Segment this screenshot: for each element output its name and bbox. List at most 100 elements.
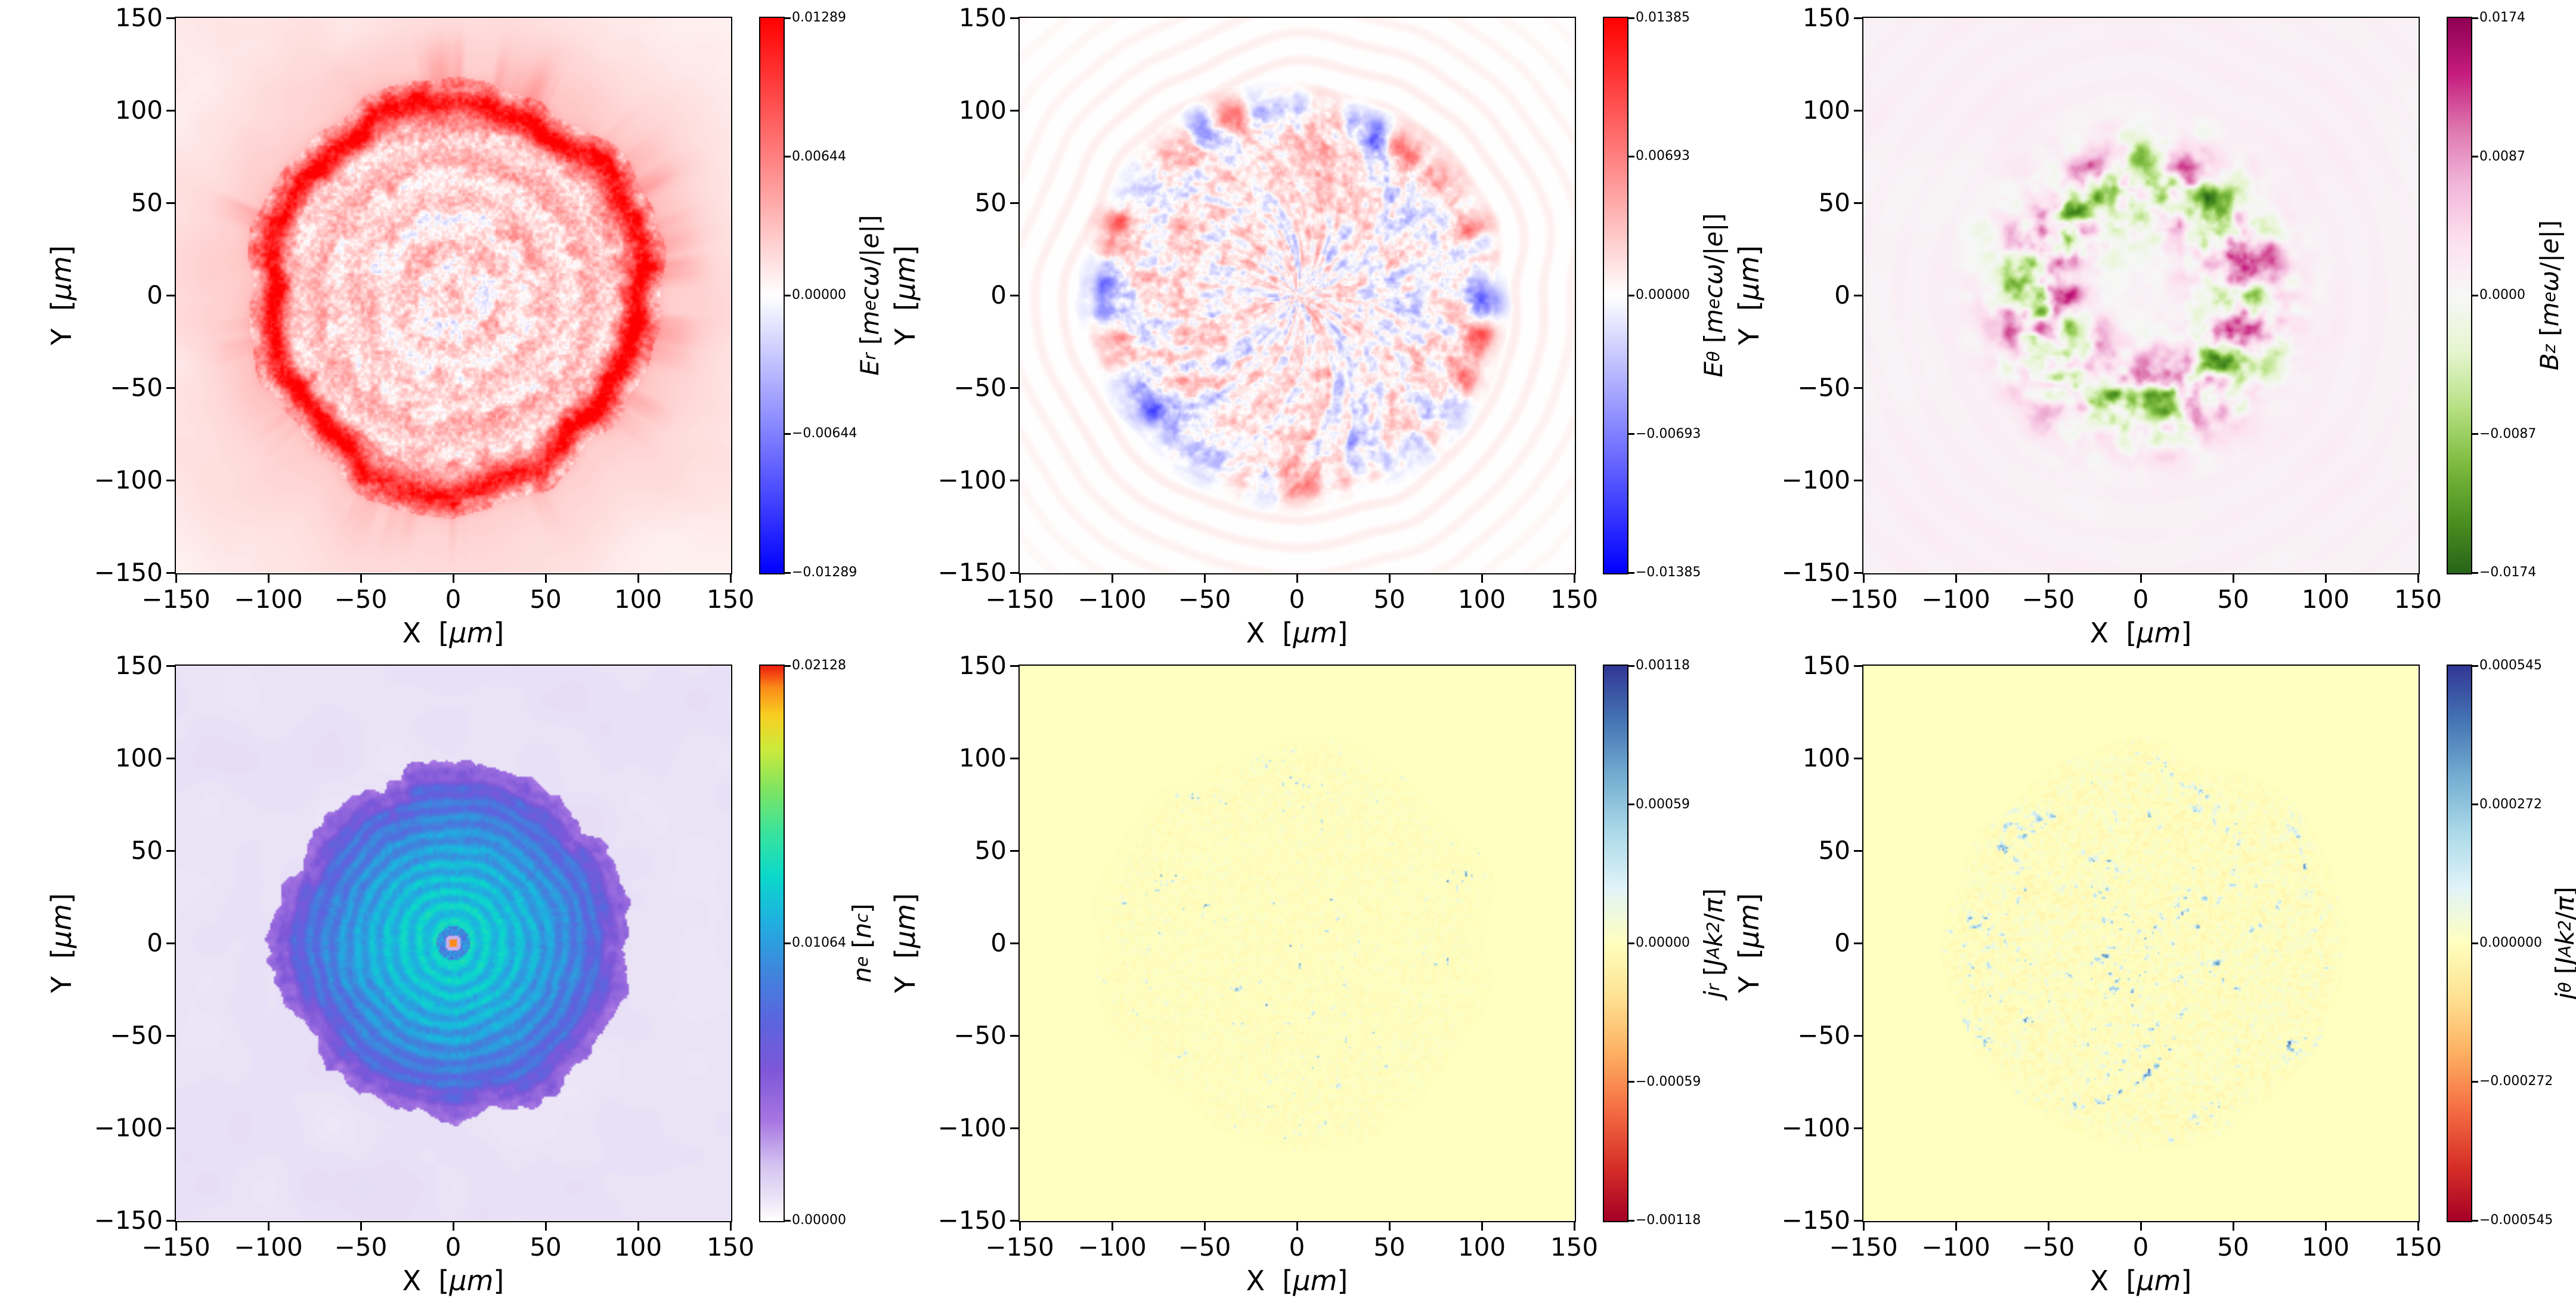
label-token: [ [854, 335, 884, 353]
heatmap-Bz [1863, 17, 2418, 573]
x-axis-label: X [μm] [1148, 618, 1446, 648]
x-tick-mark [2140, 574, 2142, 583]
colorbar-tick-label: 0.0000 [2479, 288, 2525, 302]
x-tick-label: 150 [706, 585, 755, 614]
y-tick-mark [166, 202, 175, 204]
colorbar-tick-mark [2472, 294, 2478, 296]
label-token: E [854, 360, 884, 376]
label-token: e [852, 956, 872, 967]
colorbar-tick-label: 0.00000 [1636, 288, 1690, 302]
x-tick-label: −100 [234, 1232, 303, 1262]
label-token: μm [889, 256, 921, 301]
colorbar-ne [759, 664, 785, 1222]
y-tick-label: −100 [1781, 1113, 1850, 1142]
label-token: μm [45, 904, 78, 948]
label-token: [ [1698, 333, 1728, 351]
x-tick-label: 100 [614, 585, 662, 614]
y-tick-label: 50 [974, 836, 1007, 865]
y-tick-mark [1010, 757, 1018, 759]
x-tick-mark [175, 574, 177, 583]
x-tick-mark [1203, 1222, 1206, 1231]
colorbar-tick-mark [1628, 1081, 1634, 1083]
label-token: π [1698, 898, 1728, 913]
colorbar-tick-mark [2472, 156, 2478, 157]
label-token: μm [45, 256, 78, 301]
label-token: μm [449, 1265, 494, 1297]
y-tick-label: 150 [114, 651, 163, 680]
x-tick-mark [175, 1222, 177, 1231]
colorbar-tick-mark [785, 665, 791, 667]
y-tick-mark [166, 294, 175, 296]
x-axis-label: X [μm] [304, 1266, 602, 1296]
x-tick-mark [729, 1222, 732, 1231]
plot-area-Bz [1862, 16, 2420, 574]
label-token: n [847, 922, 877, 939]
label-token: e [1703, 298, 1723, 309]
x-tick-label: −150 [1829, 585, 1898, 614]
label-token: r [859, 353, 880, 360]
x-tick-label: 100 [2301, 1232, 2350, 1262]
colorbar-tick-mark [1628, 803, 1634, 805]
y-tick-mark [1853, 109, 1862, 112]
label-token: ] [493, 617, 504, 649]
y-tick-mark [1010, 479, 1018, 481]
x-tick-label: 0 [445, 1232, 462, 1262]
label-token: ] [1733, 893, 1765, 904]
x-tick-label: −150 [985, 585, 1054, 614]
plot-area-jr [1018, 664, 1576, 1222]
colorbar-tick-label: −0.00693 [1636, 426, 1701, 441]
label-token: ] [493, 1265, 504, 1297]
label-token: e [1698, 231, 1728, 247]
x-tick-label: 50 [2217, 585, 2249, 614]
y-tick-mark [1853, 202, 1862, 204]
label-token: ] [2181, 617, 2192, 649]
x-tick-mark [2232, 574, 2234, 583]
y-tick-label: 100 [1802, 95, 1850, 125]
colorbar-tick-label: 0.00000 [792, 288, 846, 302]
colorbar-tick-label: 0.00644 [792, 149, 846, 164]
label-token: /| [854, 248, 884, 265]
x-tick-label: −50 [1178, 1232, 1231, 1262]
colorbar-jtheta [2447, 664, 2472, 1222]
y-axis-label: Y [μm] [1733, 18, 1765, 573]
colorbar-tick-mark [785, 571, 791, 574]
x-tick-label: 0 [2132, 585, 2149, 614]
y-tick-mark [1010, 1127, 1018, 1129]
x-tick-mark [1481, 574, 1483, 583]
x-tick-label: 100 [1457, 1232, 1506, 1262]
y-tick-mark [166, 109, 175, 112]
x-tick-label: 0 [1289, 1232, 1305, 1262]
x-tick-mark [1296, 574, 1298, 583]
colorbar-tick-mark [785, 942, 791, 944]
y-tick-label: −50 [953, 373, 1007, 402]
colorbar-tick-mark [785, 294, 791, 296]
label-token: e [854, 233, 884, 249]
y-tick-mark [166, 17, 175, 19]
label-token: / [1698, 913, 1728, 922]
y-tick-mark [1853, 942, 1862, 944]
x-tick-label: 0 [2132, 1232, 2149, 1262]
label-token: ] [2550, 886, 2576, 896]
label-token: μm [1293, 617, 1337, 649]
colorbar-tick-mark [1628, 942, 1634, 944]
y-tick-mark [1853, 294, 1862, 296]
label-token: cω [854, 265, 884, 301]
colorbar-tick-label: 0.000272 [2479, 796, 2542, 812]
x-tick-mark [2047, 574, 2049, 583]
label-token: [ [847, 938, 877, 957]
y-tick-label: 150 [958, 3, 1007, 32]
y-tick-label: 50 [1818, 188, 1850, 217]
y-tick-label: 150 [114, 3, 163, 32]
x-tick-mark [1862, 1222, 1865, 1231]
x-tick-label: 50 [1373, 585, 1405, 614]
colorbar-tick-mark [1628, 294, 1634, 296]
label-token: k [2550, 931, 2576, 945]
colorbar-tick-mark [2472, 433, 2478, 435]
